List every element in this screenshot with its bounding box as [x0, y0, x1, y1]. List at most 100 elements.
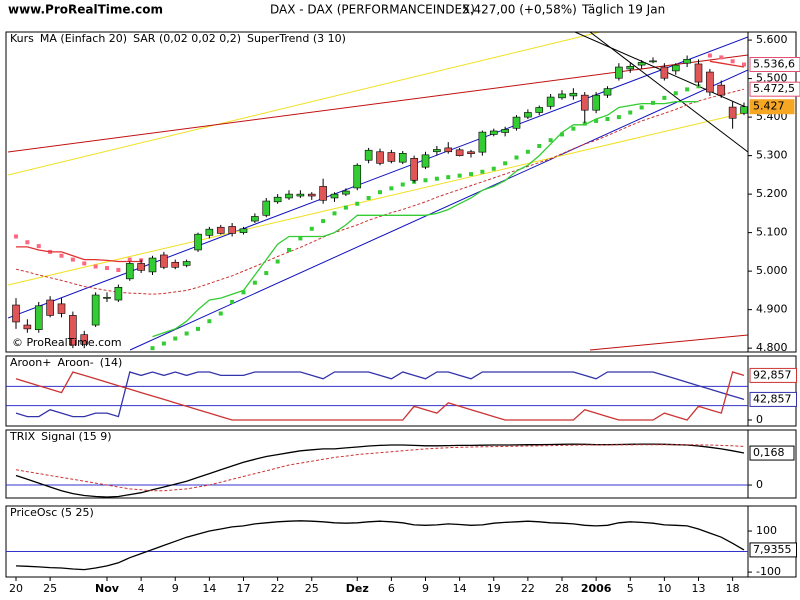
- sar-dot: [105, 266, 109, 271]
- panel-frame: [5, 505, 797, 578]
- value-tag: [749, 57, 800, 73]
- sar-dot: [525, 149, 530, 154]
- sar-dot: [241, 290, 246, 295]
- candle-body: [626, 65, 635, 70]
- candle-body: [546, 96, 555, 107]
- x-tick-label: 25: [43, 582, 57, 595]
- trendline: [589, 334, 748, 351]
- instrument: DAX - DAX (PERFORMANCEINDEX): [270, 3, 475, 17]
- sar-dot: [480, 169, 485, 174]
- candle-body: [649, 60, 657, 63]
- candle-body: [216, 226, 225, 234]
- sar-dot: [719, 55, 724, 60]
- x-tick-label: 5: [627, 582, 634, 595]
- x-tick-label: 20: [9, 582, 23, 595]
- candle-body: [558, 93, 566, 99]
- x-tick-label: 19: [487, 582, 501, 595]
- candle-body: [603, 88, 612, 96]
- watermark: © ProRealTime.com: [12, 336, 122, 349]
- site-name: www.ProRealTime.com: [8, 3, 163, 17]
- sar-dot: [537, 143, 542, 148]
- sar-dot: [59, 253, 64, 258]
- candle-body: [12, 304, 20, 323]
- trendline: [8, 111, 748, 286]
- sar-dot: [685, 87, 690, 92]
- sar-dot: [366, 195, 371, 200]
- sar-dot: [378, 190, 382, 195]
- candle-body: [671, 64, 680, 72]
- plot-area: [12, 53, 748, 351]
- candle-body: [489, 130, 498, 135]
- candle-body: [160, 254, 168, 268]
- panel-params: (14): [100, 356, 123, 369]
- candle-body: [148, 257, 157, 273]
- sar-dot: [730, 59, 735, 64]
- candle-body: [717, 84, 726, 96]
- candle-body: [706, 71, 714, 93]
- y-tick-label: 0: [756, 478, 763, 491]
- plot-area: [6, 520, 748, 571]
- candle-body: [421, 154, 430, 168]
- legend-entry: Signal (15 9): [41, 430, 111, 443]
- sar-dot: [309, 226, 314, 231]
- value-tag: [749, 391, 797, 407]
- sar-dot: [639, 105, 644, 110]
- value-tag-label: 7,9355: [753, 543, 792, 556]
- y-tick-label: 5.300: [756, 149, 788, 162]
- candle-body: [34, 305, 43, 330]
- legend-entry: SuperTrend (3 10): [247, 32, 346, 45]
- sar-dot: [434, 176, 439, 181]
- y-tick-label: 100: [756, 524, 777, 537]
- sar-dot: [571, 126, 576, 131]
- candle-body: [353, 164, 362, 189]
- panel-frame: [5, 429, 797, 499]
- candle-body: [23, 324, 32, 330]
- x-tick-label: 2006: [581, 582, 612, 595]
- candle-body: [410, 158, 418, 181]
- sar-dot: [469, 172, 473, 177]
- x-tick-label: 14: [453, 582, 467, 595]
- sar-dot: [252, 280, 257, 285]
- trendline: [8, 54, 748, 153]
- y-tick-label: 0: [756, 413, 763, 426]
- y-tick-label: 5.200: [756, 187, 788, 200]
- sar-dot: [116, 267, 121, 272]
- legend-entry: SAR (0,02 0,02 0,2): [133, 32, 241, 45]
- candle-body: [57, 303, 66, 314]
- sar-dot: [184, 331, 189, 336]
- candle-body: [444, 147, 453, 153]
- candle-body: [512, 116, 521, 129]
- y-tick-label: -100: [756, 565, 781, 578]
- value-tag-label: 0,168: [753, 446, 785, 459]
- sar-dot: [548, 138, 553, 143]
- legend-entry: Aroon+: [10, 356, 51, 369]
- sar-dot: [230, 299, 235, 304]
- series-line: [16, 246, 142, 263]
- candle-body: [478, 131, 487, 153]
- sar-dot: [628, 110, 633, 115]
- x-tick-label: Nov: [95, 582, 120, 595]
- sar-dot: [173, 336, 178, 341]
- candle-body: [455, 149, 464, 156]
- y-tick-label: 5.600: [756, 33, 788, 46]
- series-line: [15, 444, 745, 492]
- sar-dot: [343, 205, 348, 210]
- y-tick-label: 5.100: [756, 226, 788, 239]
- x-tick-label: 4: [138, 582, 145, 595]
- legend-entry: PriceOsc (5 25): [10, 506, 94, 519]
- candle-body: [569, 92, 578, 97]
- sar-dot: [446, 175, 451, 180]
- candle-body: [194, 233, 202, 251]
- candle-body: [433, 149, 441, 153]
- value-tag-label: 42,857: [753, 392, 792, 405]
- candle-body: [376, 151, 384, 164]
- value-tag: [749, 367, 797, 383]
- candle-body: [364, 149, 373, 161]
- x-tick-label: 13: [692, 582, 706, 595]
- trendline: [8, 32, 601, 176]
- series-line: [15, 88, 745, 295]
- sar-dot: [662, 95, 667, 100]
- sar-dot: [503, 161, 508, 166]
- sar-dot: [616, 115, 621, 120]
